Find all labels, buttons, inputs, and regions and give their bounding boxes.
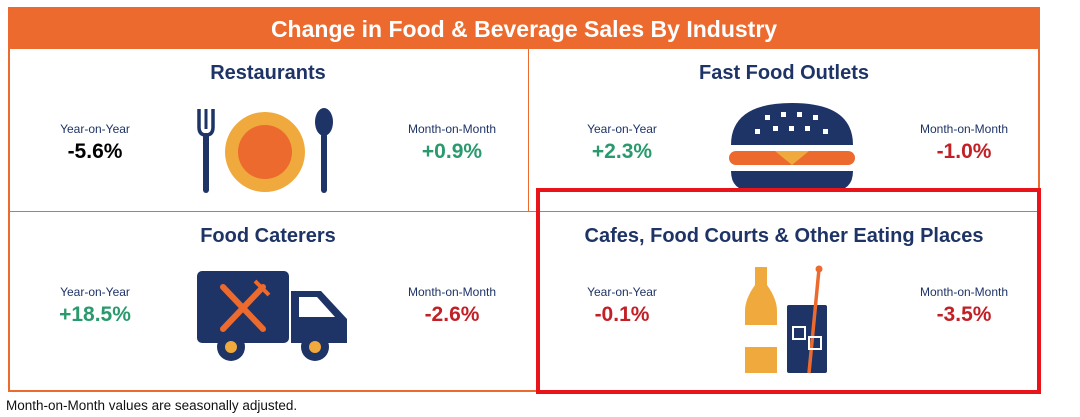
- panel-restaurants: Restaurants Year-on-Year -5.6% Month-on-…: [10, 49, 526, 219]
- footnote: Month-on-Month values are seasonally adj…: [6, 398, 298, 413]
- mom-value: +0.9%: [421, 140, 483, 163]
- yoy-label: Year-on-Year: [60, 285, 130, 299]
- yoy-metric: Year-on-Year +18.5%: [5, 285, 185, 327]
- yoy-label: Year-on-Year: [587, 122, 657, 136]
- infographic-title: Change in Food & Beverage Sales By Indus…: [10, 9, 1038, 49]
- mom-metric: Month-on-Month -2.6%: [362, 285, 542, 327]
- yoy-metric: Year-on-Year +2.3%: [532, 122, 712, 164]
- yoy-label: Year-on-Year: [60, 122, 130, 136]
- panel-cafes: Cafes, Food Courts & Other Eating Places…: [526, 212, 1042, 382]
- industry-title: Fast Food Outlets: [699, 62, 869, 84]
- mom-metric: Month-on-Month -1.0%: [874, 122, 1054, 164]
- mom-label: Month-on-Month: [407, 285, 497, 299]
- plate-cutlery-icon: [197, 108, 333, 193]
- drinks-icon: [745, 265, 827, 374]
- yoy-value: -5.6%: [67, 140, 123, 163]
- industry-title: Restaurants: [210, 62, 326, 84]
- mom-label: Month-on-Month: [919, 285, 1009, 299]
- mom-metric: Month-on-Month +0.9%: [362, 122, 542, 164]
- highlight-box: [536, 188, 1041, 394]
- industry-title: Food Caterers: [200, 225, 336, 247]
- mom-label: Month-on-Month: [919, 122, 1009, 136]
- yoy-value: -0.1%: [594, 303, 650, 326]
- yoy-value: +18.5%: [59, 303, 131, 326]
- yoy-metric: Year-on-Year -5.6%: [5, 122, 185, 164]
- mom-value: -1.0%: [936, 140, 992, 163]
- burger-icon: [729, 103, 855, 191]
- row-divider: [10, 211, 1038, 212]
- column-divider: [528, 49, 529, 211]
- panel-fast-food: Fast Food Outlets Year-on-Year +2.3% Mon…: [526, 49, 1042, 219]
- mom-label: Month-on-Month: [407, 122, 497, 136]
- yoy-metric: Year-on-Year -0.1%: [532, 285, 712, 327]
- mom-metric: Month-on-Month -3.5%: [874, 285, 1054, 327]
- panel-food-caterers: Food Caterers Year-on-Year +18.5% Month-…: [10, 212, 526, 382]
- yoy-value: +2.3%: [591, 140, 653, 163]
- yoy-label: Year-on-Year: [587, 285, 657, 299]
- mom-value: -2.6%: [424, 303, 480, 326]
- mom-value: -3.5%: [936, 303, 992, 326]
- food-truck-icon: [197, 271, 347, 361]
- infographic-frame: Change in Food & Beverage Sales By Indus…: [8, 7, 1040, 392]
- industry-title: Cafes, Food Courts & Other Eating Places: [584, 225, 984, 247]
